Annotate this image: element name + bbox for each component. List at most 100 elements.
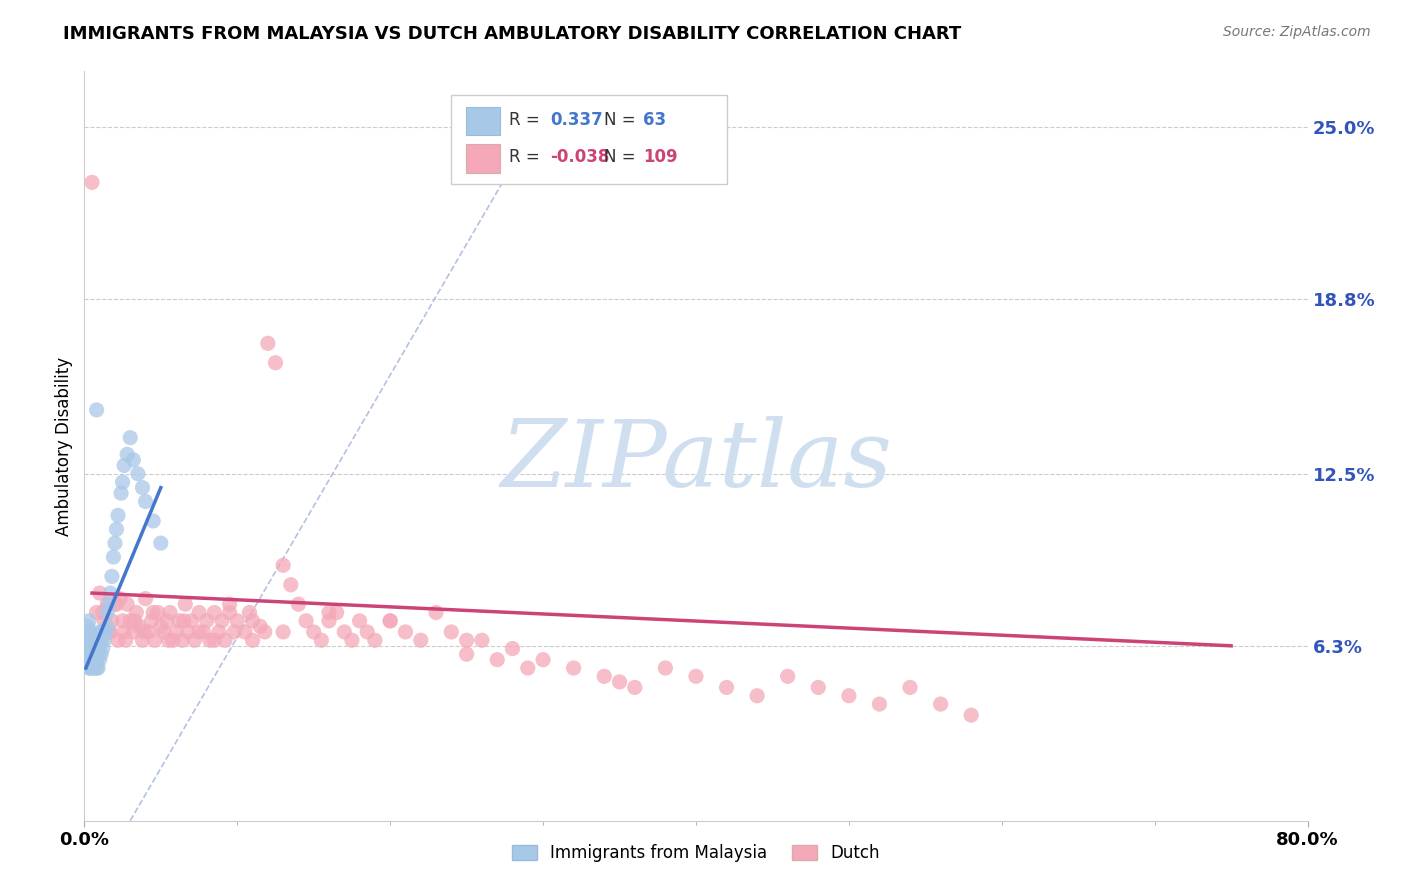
Point [776,669,799,683]
Point [188,606,211,620]
Y-axis label: Ambulatory Disability: Ambulatory Disability [55,357,73,535]
Point [79,641,101,656]
Point [143,633,166,648]
Point [111,614,134,628]
Point [153,624,176,639]
Point [89,624,111,639]
Text: 63: 63 [644,112,666,129]
Point [97,597,120,611]
Point [349,614,371,628]
Point [76,639,98,653]
FancyBboxPatch shape [465,145,501,172]
Point [159,606,181,620]
Point [94,624,117,639]
Point [157,633,180,648]
Point [960,708,983,723]
Point [122,453,145,467]
Point [112,458,135,473]
Point [90,633,112,648]
Text: ZIPatlas: ZIPatlas [501,416,891,506]
Point [149,536,172,550]
Point [257,336,280,351]
Point [409,633,432,648]
Point [91,624,114,639]
Point [146,606,169,620]
Point [218,606,240,620]
Point [654,661,676,675]
Point [340,633,363,648]
Point [425,606,447,620]
Point [80,641,103,656]
Point [107,633,129,648]
Point [869,697,891,711]
Point [242,614,264,628]
Point [188,624,211,639]
Point [96,619,118,633]
Point [138,624,160,639]
Point [202,633,225,648]
Point [356,624,378,639]
Point [456,633,478,648]
Point [93,614,115,628]
Point [103,549,125,564]
Point [132,624,155,639]
Point [333,624,356,639]
Point [97,624,120,639]
Point [110,486,132,500]
Point [183,633,205,648]
Point [115,447,138,461]
Point [90,647,112,661]
Point [264,356,287,370]
Point [380,614,402,628]
Text: IMMIGRANTS FROM MALAYSIA VS DUTCH AMBULATORY DISABILITY CORRELATION CHART: IMMIGRANTS FROM MALAYSIA VS DUTCH AMBULA… [63,25,962,43]
Point [104,536,127,550]
Point [364,633,387,648]
Point [83,653,105,667]
Point [76,619,98,633]
Point [114,633,136,648]
Point [96,606,118,620]
Point [111,475,134,489]
Point [172,633,194,648]
Point [131,633,153,648]
Point [128,619,150,633]
Point [807,681,830,695]
Point [302,624,325,639]
Point [98,586,121,600]
Point [162,633,184,648]
Point [87,661,110,675]
Point [295,614,318,628]
Point [89,653,111,667]
Point [198,633,221,648]
Point [91,641,114,656]
Point [77,614,100,628]
Point [226,614,249,628]
Point [77,661,100,675]
Point [238,606,260,620]
Point [249,619,271,633]
Point [440,624,463,639]
Point [531,653,554,667]
Point [127,467,149,481]
Point [486,653,509,667]
Point [91,606,114,620]
Point [83,633,105,648]
Point [76,628,98,642]
Point [76,653,98,667]
Point [75,641,97,656]
Point [471,633,494,648]
Point [271,558,294,573]
Point [75,633,97,648]
Point [609,674,631,689]
Point [131,481,153,495]
Point [173,614,195,628]
Point [77,639,100,653]
Point [253,624,276,639]
Point [115,597,138,611]
Point [120,614,142,628]
Point [86,606,108,620]
Point [122,624,145,639]
Point [193,624,215,639]
Point [156,614,179,628]
Point [105,522,128,536]
